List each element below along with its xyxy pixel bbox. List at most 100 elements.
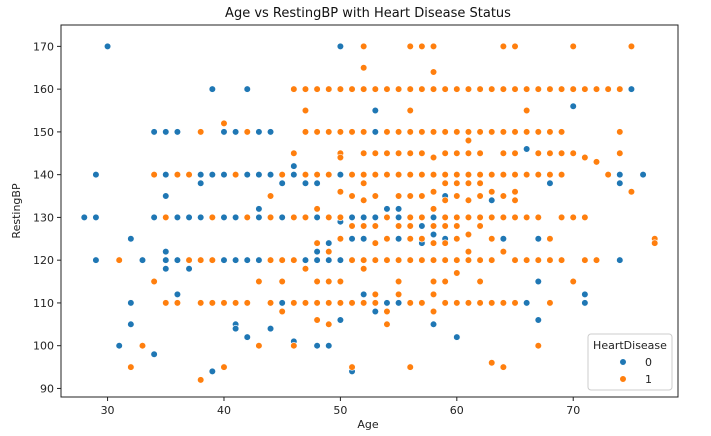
data-point [383, 85, 391, 93]
data-point [499, 192, 507, 200]
data-point [616, 179, 624, 187]
legend: HeartDisease 0 1 [587, 333, 673, 391]
legend-marker-0 [619, 358, 627, 366]
data-point [429, 213, 438, 222]
data-point [546, 85, 554, 93]
data-point [243, 333, 251, 341]
data-point [80, 213, 88, 222]
data-point [220, 213, 228, 222]
legend-box [587, 333, 673, 391]
data-point [511, 85, 519, 93]
data-point [185, 265, 193, 273]
data-point [348, 299, 356, 307]
data-point [429, 42, 438, 50]
legend-label-0: 0 [645, 356, 652, 369]
plot-area [60, 24, 679, 398]
data-point [115, 342, 123, 350]
data-point [406, 149, 414, 157]
data-point [441, 213, 449, 222]
data-point [383, 149, 391, 157]
axis-ticks: 30 40 50 60 70 90 100 110 120 130 140 150 160 170 [33, 40, 580, 417]
data-point [336, 188, 344, 196]
data-point [464, 230, 473, 239]
data-point [313, 299, 321, 307]
data-point [290, 342, 298, 350]
data-point [464, 136, 473, 145]
data-point [371, 171, 379, 179]
data-point [488, 235, 496, 243]
data-point [453, 128, 461, 136]
data-point [557, 256, 566, 264]
y-tick-label: 160 [33, 83, 54, 96]
data-point [266, 128, 275, 136]
data-point [418, 128, 426, 136]
data-point [511, 128, 519, 136]
data-point [220, 119, 228, 127]
y-tick-label: 150 [33, 126, 54, 139]
data-point [162, 213, 170, 222]
data-point [360, 222, 368, 230]
data-point [173, 128, 182, 136]
data-point [348, 85, 356, 93]
data-point [162, 248, 170, 256]
data-point [348, 235, 356, 243]
data-point [313, 277, 321, 286]
data-point [301, 299, 310, 307]
data-point [197, 256, 205, 264]
data-point [360, 149, 368, 157]
data-point [488, 85, 496, 93]
data-point [406, 256, 414, 264]
data-point [546, 179, 554, 187]
data-point [313, 248, 321, 256]
data-point [418, 42, 426, 50]
data-point [371, 239, 379, 247]
data-point [138, 256, 147, 264]
data-point [488, 188, 496, 196]
data-point [418, 192, 426, 200]
data-point [499, 248, 507, 256]
y-tick-label: 90 [40, 382, 54, 395]
data-point [418, 222, 426, 230]
data-point [395, 149, 403, 157]
data-point [441, 196, 449, 204]
data-point [371, 307, 379, 316]
data-point [406, 235, 414, 243]
data-point [418, 213, 426, 222]
data-point [325, 256, 333, 264]
data-point [511, 256, 519, 264]
data-point [232, 299, 240, 307]
data-point [464, 128, 473, 136]
data-point [395, 128, 403, 136]
data-point [162, 265, 170, 273]
data-point [592, 256, 601, 264]
data-point [255, 342, 263, 350]
data-point [395, 192, 403, 200]
data-point [255, 213, 263, 222]
data-point [278, 213, 286, 222]
y-tick-label: 100 [33, 340, 54, 353]
data-point [441, 128, 449, 136]
data-point [371, 299, 379, 307]
series-1 [115, 42, 659, 384]
y-tick-label: 130 [33, 211, 54, 224]
data-point [429, 128, 438, 136]
data-point [488, 128, 496, 136]
data-point [453, 299, 461, 307]
data-point [523, 299, 531, 307]
data-point [429, 230, 438, 239]
data-point [581, 153, 589, 162]
data-point [464, 248, 473, 256]
data-point [488, 359, 496, 367]
data-point [534, 171, 542, 179]
data-point [313, 85, 321, 93]
data-point [581, 290, 589, 298]
data-point [429, 277, 438, 286]
data-point [476, 213, 484, 222]
data-point [453, 179, 461, 187]
data-point [360, 171, 368, 179]
data-point [371, 149, 379, 157]
data-point [453, 235, 461, 243]
data-point [243, 128, 251, 136]
data-point [150, 277, 158, 286]
data-point [127, 363, 135, 371]
